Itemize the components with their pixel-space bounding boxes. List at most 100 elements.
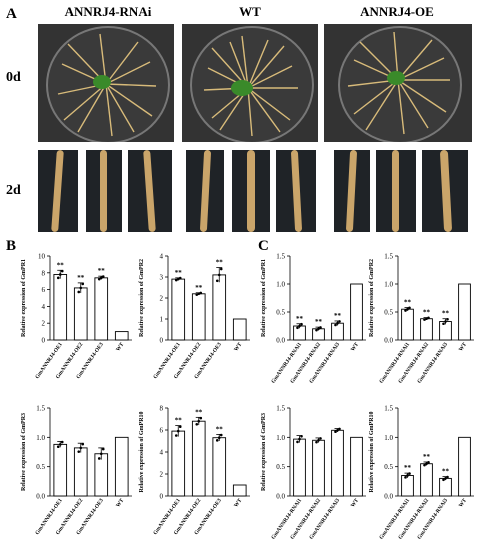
bar	[331, 429, 344, 497]
panel-label-c: C	[258, 238, 269, 254]
bar	[53, 443, 68, 497]
replicate-point	[174, 434, 178, 437]
replicate-point	[427, 316, 430, 320]
replicate-point	[298, 324, 301, 328]
x-tick-label: WT	[233, 497, 243, 508]
y-tick-label: 1.5	[36, 405, 45, 413]
bar	[401, 475, 414, 497]
column-title-wt: WT	[239, 4, 261, 19]
replicate-point	[99, 452, 103, 456]
bar	[212, 437, 227, 497]
bar	[114, 436, 129, 497]
x-tick-label: WT	[350, 497, 360, 508]
replicate-point	[174, 278, 178, 282]
significance-mark: **	[334, 312, 342, 320]
y-tick-label: 1.0	[384, 281, 393, 289]
replicate-point	[97, 457, 101, 460]
y-tick-label: 0	[42, 337, 46, 345]
bar	[171, 278, 186, 341]
y-axis-label: Relative expression of GmPR3	[21, 413, 27, 491]
chart-c-pr3: Relative expression of GmPR3 0.0 0.5 1.0 1.5…	[261, 405, 366, 541]
replicate-point	[406, 474, 409, 477]
bar	[401, 308, 414, 341]
replicate-point	[404, 476, 407, 479]
row-label-2d: 2d	[6, 183, 21, 198]
roots-oe-drawing	[347, 31, 450, 135]
y-tick-label: 1	[160, 316, 164, 324]
bar	[350, 283, 363, 341]
significance-mark: **	[195, 408, 203, 416]
bar	[458, 436, 471, 497]
chart-b-pr10: Relative expression of GmPR1002468**GmAN…	[139, 405, 250, 536]
y-tick-label: 10	[38, 253, 46, 261]
dish-photo-rnai	[38, 24, 174, 142]
bar	[420, 463, 433, 497]
replicate-point	[176, 277, 180, 281]
y-tick-label: 0	[160, 493, 164, 501]
replicate-point	[442, 322, 445, 326]
significance-mark: **	[77, 274, 85, 282]
chart-c-pr1: Relative expression of GmPR1 0.0 0.5 1.0 1.5…	[261, 253, 366, 385]
replicate-point	[444, 320, 447, 323]
replicate-point	[338, 320, 341, 323]
chart-b-pr3: Relative expression of GmPR3 0.0 0.5 1.0 1.5…	[21, 405, 132, 536]
bar	[232, 484, 247, 497]
y-tick-label: 2	[160, 471, 164, 479]
replicate-point	[444, 477, 447, 480]
replicate-point	[406, 307, 409, 311]
replicate-point	[217, 273, 221, 277]
y-tick-label: 1.0	[276, 281, 285, 289]
replicate-point	[446, 317, 449, 321]
x-tick-label: WT	[458, 341, 468, 352]
replicate-point	[219, 267, 223, 271]
y-tick-label: 3	[160, 274, 164, 282]
chart-b-pr1: Relative expression of GmPR10246810**GmA…	[21, 253, 132, 380]
replicate-point	[178, 276, 182, 280]
replicate-point	[60, 269, 64, 273]
y-tick-label: 1.5	[384, 253, 393, 261]
replicate-point	[446, 475, 449, 479]
replicate-point	[81, 282, 85, 286]
replicate-point	[317, 438, 320, 442]
y-tick-label: 0.0	[276, 337, 285, 345]
replicate-point	[423, 318, 426, 321]
replicate-point	[315, 440, 318, 444]
root-segment-wt-2	[232, 150, 270, 232]
x-tick-label: WT	[233, 341, 243, 352]
y-tick-label: 4	[160, 253, 164, 261]
replicate-point	[334, 323, 337, 327]
chart-c-pr10: Relative expression of GmPR10 0.0 0.5 1.0 1.…	[369, 405, 474, 541]
replicate-point	[315, 328, 318, 332]
x-tick-label: WT	[458, 497, 468, 508]
column-title-oe: ANNRJ4-OE	[360, 4, 434, 19]
significance-mark: **	[442, 468, 450, 476]
y-tick-label: 0.0	[384, 337, 393, 345]
replicate-point	[336, 321, 339, 325]
replicate-point	[300, 434, 303, 438]
x-tick-label: WT	[115, 497, 125, 508]
bar	[53, 274, 68, 341]
bar	[171, 430, 186, 497]
y-tick-label: 1.0	[384, 434, 393, 442]
replicate-point	[199, 291, 203, 295]
chart-c-pr2: Relative expression of GmPR2 0.0 0.5 1.0 1.5…	[369, 253, 474, 385]
significance-mark: **	[423, 309, 431, 317]
y-tick-label: 0.5	[36, 463, 45, 471]
replicate-point	[217, 436, 221, 439]
panel-label-a: A	[6, 6, 17, 22]
root-segment-rnai-3	[128, 150, 172, 232]
significance-mark: **	[216, 259, 224, 267]
replicate-point	[408, 306, 411, 310]
y-axis-label: Relative expression of GmPR2	[369, 259, 375, 337]
replicate-point	[404, 309, 407, 312]
replicate-point	[56, 276, 60, 280]
root-segment-rnai-1	[38, 150, 78, 232]
root-segment-oe-1	[334, 150, 370, 232]
bar	[439, 477, 452, 497]
root-segment-wt-3	[276, 150, 316, 232]
y-tick-label: 0.0	[276, 493, 285, 501]
replicate-point	[338, 427, 341, 431]
replicate-point	[77, 290, 81, 294]
bar	[420, 318, 433, 341]
y-tick-label: 0	[160, 337, 164, 345]
